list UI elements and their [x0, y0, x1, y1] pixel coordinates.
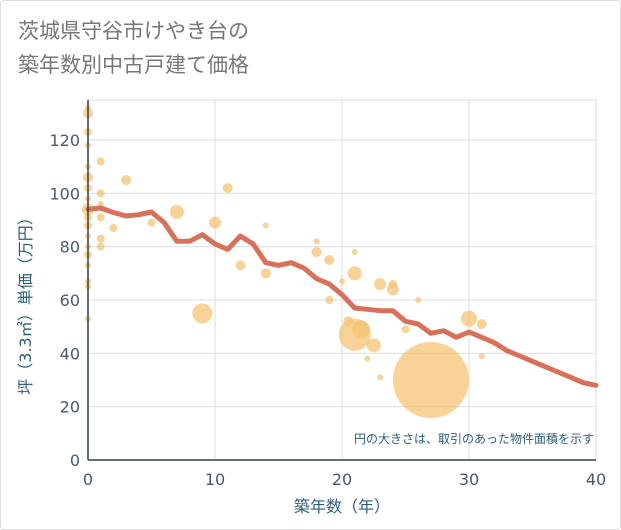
bubble-point [401, 325, 410, 334]
bubble-point [352, 320, 371, 339]
bubble-point [347, 266, 362, 281]
bubble-point [325, 296, 334, 304]
bubble-point [351, 249, 358, 255]
bubble-point [169, 205, 184, 219]
bubble-point [147, 218, 156, 227]
bubble-point [374, 278, 387, 290]
bubble-point [366, 338, 381, 353]
y-tick-label: 40 [60, 344, 80, 363]
bubble-point [476, 319, 487, 329]
bubble-point [121, 175, 132, 185]
bubble-point [96, 189, 105, 198]
bubble-point [461, 310, 477, 327]
bubble-point [364, 355, 371, 362]
bubble-series [82, 105, 487, 418]
bubble-point [339, 278, 345, 285]
y-tick-label: 60 [60, 291, 80, 310]
bubble-point [311, 247, 322, 257]
bubble-point [97, 201, 104, 207]
bubble-point [96, 213, 105, 222]
y-tick-label: 100 [49, 184, 80, 203]
x-axis-label: 築年数（年） [294, 497, 390, 516]
y-axis-label: 坪（3.3㎡）単価（万円） [16, 209, 35, 394]
y-tick-label: 120 [49, 131, 80, 150]
bubble-point [313, 238, 320, 245]
x-tick-label: 30 [459, 470, 479, 489]
bubble-point [235, 260, 246, 271]
axes: 0 10 20 30 40 0 20 40 60 80 100 120 [49, 100, 606, 489]
bubble-point [222, 183, 233, 193]
bubble-point [96, 242, 105, 251]
x-tick-label: 0 [83, 470, 93, 489]
y-tick-label: 80 [60, 238, 80, 257]
bubble-point [388, 280, 397, 288]
bubble-point [377, 374, 384, 381]
bubble-point [260, 268, 271, 279]
y-tick-label: 0 [70, 451, 80, 470]
average-price-line [85, 205, 599, 388]
bubble-point [96, 234, 105, 243]
bubble-point [324, 255, 335, 265]
trend-series [85, 205, 599, 388]
bubble-point [392, 342, 469, 418]
size-legend-note: 円の大きさは、取引のあった物件面積を示す [354, 431, 594, 446]
bubble-point [209, 216, 221, 229]
x-tick-label: 10 [205, 470, 225, 489]
chart-title-line-2: 築年数別中古戸建て価格 [18, 53, 249, 77]
chart-title: 茨城県守谷市けやき台の 築年数別中古戸建て価格 [18, 14, 249, 82]
x-tick-label: 20 [332, 470, 352, 489]
bubble-point [109, 224, 118, 232]
bubble-point [262, 222, 269, 229]
y-tick-label: 20 [60, 398, 80, 417]
bubble-point [415, 297, 422, 303]
bubble-point [192, 303, 213, 324]
bubble-point [478, 353, 485, 359]
chart-title-line-1: 茨城県守谷市けやき台の [18, 19, 249, 43]
x-tick-label: 40 [586, 470, 606, 489]
bubble-point [96, 157, 105, 166]
